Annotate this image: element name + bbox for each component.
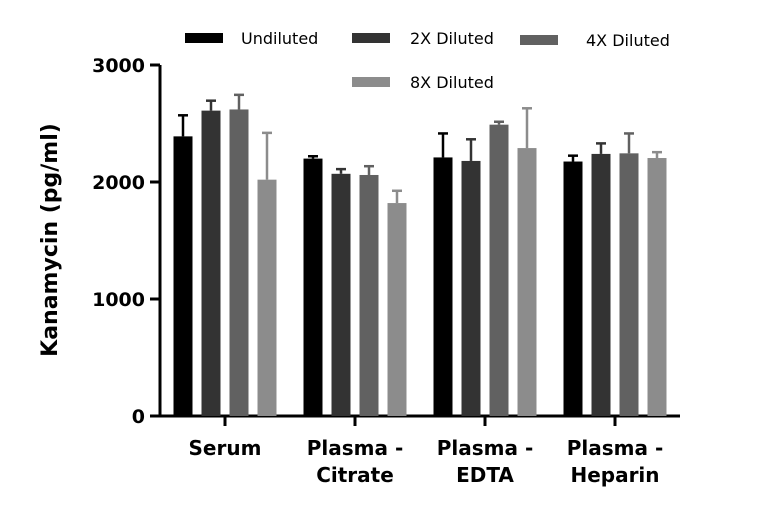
bar — [433, 157, 453, 416]
legend-swatch — [352, 33, 390, 43]
y-axis-label: Kanamycin (pg/ml) — [38, 123, 63, 357]
legend-label: Undiluted — [241, 29, 318, 48]
y-tick-label: 1000 — [92, 289, 145, 311]
x-category-label: Plasma -EDTA — [437, 436, 534, 487]
bar — [303, 158, 323, 416]
y-tick-label: 3000 — [92, 55, 145, 77]
legend-label: 4X Diluted — [586, 31, 670, 50]
bar — [517, 148, 537, 416]
legend-swatch — [520, 35, 558, 45]
bar — [229, 109, 249, 417]
legend-label: 2X Diluted — [410, 29, 494, 48]
bar — [173, 136, 193, 416]
bar — [489, 124, 509, 417]
bar — [331, 173, 351, 416]
x-category-label: Plasma -Heparin — [567, 436, 664, 487]
legend-swatch — [185, 33, 223, 43]
bar — [619, 153, 639, 416]
bar — [591, 153, 611, 417]
bar — [201, 110, 221, 416]
x-category-label: Serum — [189, 436, 262, 460]
bar — [359, 174, 379, 416]
bar — [563, 161, 583, 416]
legend-label: 8X Diluted — [410, 73, 494, 92]
bar — [387, 203, 407, 416]
y-tick-label: 0 — [132, 406, 145, 428]
legend: Undiluted 2X Diluted 4X Diluted 8X Diluted — [185, 29, 670, 92]
bar — [257, 179, 277, 416]
bar — [461, 160, 481, 416]
y-tick-label: 2000 — [92, 172, 145, 194]
plot-area: 0 1000 2000 3000 Serum Plasma -Citrate Plasma … — [92, 55, 680, 487]
bar — [647, 158, 667, 416]
legend-swatch — [352, 77, 390, 87]
x-category-label: Plasma -Citrate — [307, 436, 404, 487]
